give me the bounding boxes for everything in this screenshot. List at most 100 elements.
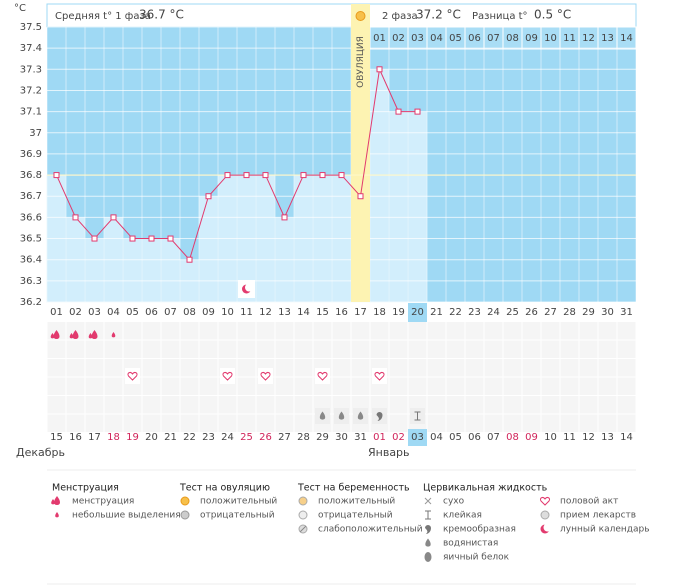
cell <box>161 359 180 377</box>
day-label: 01 <box>50 307 63 318</box>
date-label: 06 <box>468 432 481 443</box>
cell <box>332 340 351 358</box>
header-text: 2 фаза <box>382 11 418 22</box>
date-label: 25 <box>240 432 253 443</box>
day-label: 07 <box>164 307 177 318</box>
cell <box>256 322 275 340</box>
cell <box>104 396 123 414</box>
legend-item: кремообразная <box>443 525 516 535</box>
cell <box>598 414 617 432</box>
cell <box>47 414 66 432</box>
day-label: 25 <box>506 307 519 318</box>
cell <box>560 340 579 358</box>
icon <box>540 497 550 506</box>
legend-item: половой акт <box>560 497 618 507</box>
cell <box>465 359 484 377</box>
date-label: 26 <box>259 432 272 443</box>
cell <box>66 359 85 377</box>
cell <box>446 322 465 340</box>
icon <box>425 538 431 547</box>
cell <box>389 359 408 377</box>
cell <box>541 322 560 340</box>
date-label: 29 <box>316 432 329 443</box>
point <box>376 66 383 73</box>
icon <box>180 510 190 520</box>
cell <box>85 340 104 358</box>
cell <box>446 340 465 358</box>
icon <box>55 512 59 518</box>
phase2-day: 14 <box>620 33 633 44</box>
temperature-line <box>56 67 418 261</box>
legend-item: яичный белок <box>443 553 510 563</box>
cell <box>332 377 351 395</box>
cell <box>503 396 522 414</box>
day-label: 13 <box>278 307 291 318</box>
date-label: 15 <box>50 432 63 443</box>
point <box>91 235 98 242</box>
day-label: 06 <box>145 307 158 318</box>
icon <box>72 330 79 339</box>
cell <box>66 377 85 395</box>
cell <box>218 322 237 340</box>
y-tick-label: 36.5 <box>20 234 42 245</box>
cell <box>199 396 218 414</box>
date-label: 17 <box>88 432 101 443</box>
cell <box>560 359 579 377</box>
cell <box>142 396 161 414</box>
bar <box>198 195 219 303</box>
cell <box>560 322 579 340</box>
date-label: 18 <box>107 432 120 443</box>
icon <box>260 372 271 381</box>
legend-item: прием лекарств <box>560 511 636 521</box>
day-label: 22 <box>449 307 462 318</box>
y-tick-label: 36.7 <box>20 191 42 202</box>
cell <box>579 322 598 340</box>
legend-item: отрицательный <box>200 511 275 521</box>
icon <box>414 411 421 421</box>
day-label: 05 <box>126 307 139 318</box>
icon <box>424 497 432 505</box>
phase2-day: 07 <box>487 33 500 44</box>
cell <box>237 322 256 340</box>
bar <box>122 238 143 303</box>
header-value: 0.5 °C <box>534 8 571 22</box>
phase2-day: 08 <box>506 33 519 44</box>
cell <box>161 414 180 432</box>
icon <box>299 525 307 533</box>
cell <box>47 396 66 414</box>
point <box>72 214 79 221</box>
bar <box>369 69 390 303</box>
y-tick-label: 36.6 <box>20 212 42 223</box>
legend-item: менструация <box>72 497 134 507</box>
cell <box>104 377 123 395</box>
cell <box>465 340 484 358</box>
y-tick-label: 37 <box>29 128 42 139</box>
icon <box>425 510 431 520</box>
day-label: 14 <box>297 307 310 318</box>
cell <box>275 322 294 340</box>
cell <box>180 340 199 358</box>
legend-item: отрицательный <box>318 511 393 521</box>
cell <box>123 340 142 358</box>
cell <box>389 414 408 432</box>
date-label: 20 <box>145 432 158 443</box>
cell <box>522 322 541 340</box>
y-tick-label: 36.3 <box>20 276 42 287</box>
cell <box>370 340 389 358</box>
cell <box>560 414 579 432</box>
icon <box>88 333 93 339</box>
day-label: 31 <box>620 307 633 318</box>
icon <box>540 510 550 520</box>
cell <box>275 359 294 377</box>
cell <box>598 377 617 395</box>
cell <box>389 340 408 358</box>
cell <box>522 377 541 395</box>
day-label: 09 <box>202 307 215 318</box>
cell <box>503 340 522 358</box>
date-label: 22 <box>183 432 196 443</box>
cell <box>351 359 370 377</box>
icon <box>222 372 233 381</box>
cell <box>446 414 465 432</box>
date-label: 02 <box>392 432 405 443</box>
phase2-day: 12 <box>582 33 595 44</box>
